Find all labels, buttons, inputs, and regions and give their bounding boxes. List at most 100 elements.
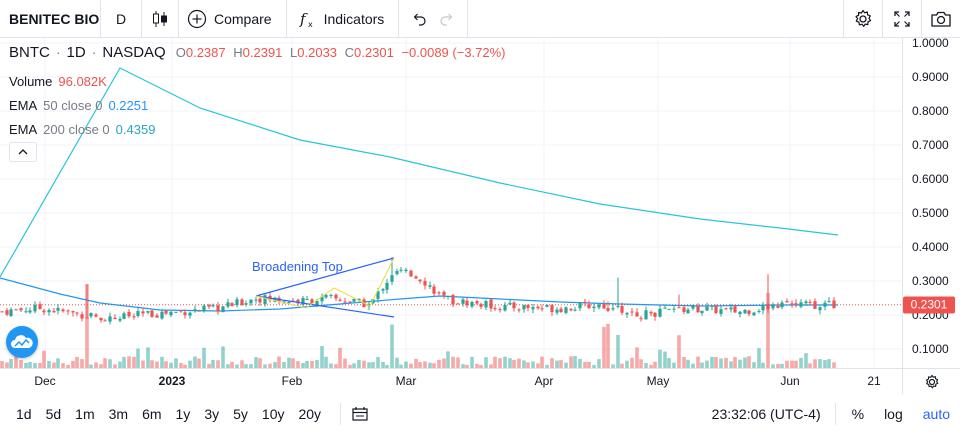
upper-trendline[interactable]: [255, 257, 395, 297]
volume-bar: [385, 364, 389, 368]
redo-button[interactable]: [433, 0, 461, 38]
broadening-top-drawing[interactable]: Broadening Top: [252, 257, 395, 318]
candle-body: [479, 303, 483, 307]
ema-50-name: EMA: [9, 97, 38, 113]
volume-bar: [785, 360, 789, 368]
brand-logo[interactable]: [6, 326, 38, 358]
candle-body: [733, 306, 737, 313]
candle-body: [818, 307, 822, 311]
clock[interactable]: 23:32:06 (UTC-4): [711, 405, 821, 422]
legend-main-series[interactable]: BNTC · 1D · NASDAQ O0.2387 H0.2391 L0.20…: [9, 44, 510, 64]
volume-bar: [94, 362, 98, 368]
volume-bar: [348, 364, 352, 368]
volume-bar: [747, 356, 751, 368]
divider: [467, 0, 469, 38]
candle-body: [132, 316, 136, 318]
percent-toggle[interactable]: %: [851, 405, 865, 422]
volume-bar: [268, 363, 272, 368]
candle-body: [790, 303, 794, 305]
range-button-1d[interactable]: 1d: [16, 405, 32, 422]
volume-bar: [714, 357, 718, 368]
gear-icon: [925, 374, 938, 388]
candle-body: [150, 310, 154, 317]
candle-body: [141, 311, 145, 314]
compare-button[interactable]: Compare: [179, 0, 286, 38]
candle-body: [719, 309, 723, 314]
ema-200-name: EMA: [9, 121, 38, 137]
candle-body: [28, 310, 32, 313]
volume-bar: [211, 359, 215, 368]
goto-date-button[interactable]: [351, 394, 376, 433]
screenshot-button[interactable]: [922, 0, 960, 38]
candle-body: [315, 301, 319, 306]
candle-body: [226, 302, 230, 307]
interval-button[interactable]: D: [101, 0, 141, 38]
candle-body: [451, 295, 455, 305]
candle-body: [296, 299, 300, 304]
close-value: 0.2301: [354, 45, 394, 60]
candle-body: [667, 308, 671, 310]
indicators-button[interactable]: f x Indicators: [287, 0, 399, 38]
volume-bar: [371, 362, 375, 368]
log-toggle[interactable]: log: [884, 405, 903, 422]
volume-bar: [667, 358, 671, 368]
pattern-zigzag: [255, 257, 395, 309]
candle-body: [644, 310, 648, 320]
candle-body: [611, 308, 615, 310]
price-tick-label: 0.4000: [912, 240, 949, 254]
candle-body: [338, 299, 342, 301]
legend-ema-200[interactable]: EMA 200 close 0 0.4359: [9, 117, 510, 141]
settings-button[interactable]: [844, 0, 882, 38]
volume-bar: [493, 356, 497, 368]
volume-bar: [207, 363, 211, 368]
range-button-3m[interactable]: 3m: [108, 405, 129, 422]
range-button-10y[interactable]: 10y: [261, 405, 285, 422]
candle-body: [273, 297, 277, 302]
volume-bar: [9, 358, 13, 368]
candle-body: [80, 314, 84, 319]
price-scale[interactable]: [902, 38, 960, 368]
undo-button[interactable]: [405, 0, 433, 38]
chart-type-button[interactable]: [142, 0, 178, 38]
range-button-1m[interactable]: 1m: [75, 405, 95, 422]
range-button-5y[interactable]: 5y: [233, 405, 248, 422]
legend-collapse-button[interactable]: [9, 142, 37, 162]
candle-body: [371, 299, 375, 304]
volume-name: Volume: [9, 73, 53, 89]
chart-pane[interactable]: Broadening Top: [0, 38, 902, 368]
gear-icon: [855, 9, 872, 27]
legend-volume[interactable]: Volume 96.082K: [9, 69, 510, 93]
lower-trendline[interactable]: [255, 295, 395, 318]
volume-bar: [66, 364, 70, 368]
volume-bar: [545, 364, 549, 368]
candle-body: [747, 310, 751, 315]
candlesticks: [0, 257, 836, 325]
candle-body: [216, 305, 220, 312]
close-key: C: [344, 45, 355, 60]
volume-bar: [710, 356, 714, 368]
range-button-1y[interactable]: 1y: [175, 405, 191, 422]
compare-label: Compare: [214, 10, 272, 27]
auto-scale-toggle[interactable]: auto: [922, 405, 950, 422]
time-scale[interactable]: [0, 368, 902, 394]
high-value: 0.2391: [242, 45, 283, 60]
undo-icon: [413, 13, 426, 26]
volume-bar: [606, 323, 610, 368]
candle-body: [602, 304, 606, 309]
volume-bar: [61, 363, 65, 368]
volume-bar: [461, 364, 465, 368]
candles-icon: [153, 10, 167, 27]
legend-ema-50[interactable]: EMA 50 close 0 0.2251: [9, 93, 510, 117]
range-button-6m[interactable]: 6m: [142, 405, 162, 422]
range-button-5d[interactable]: 5d: [45, 405, 62, 422]
candle-body: [508, 302, 512, 305]
top-toolbar: BENITEC BIO D Compare f x Indicators: [0, 0, 960, 38]
candle-body: [221, 306, 225, 312]
symbol-search[interactable]: BENITEC BIO: [0, 0, 100, 38]
fullscreen-button[interactable]: [883, 0, 921, 38]
scale-settings-button[interactable]: [902, 368, 960, 394]
range-button-20y[interactable]: 20y: [298, 405, 322, 422]
range-button-3y[interactable]: 3y: [204, 405, 220, 422]
candle-body: [766, 303, 770, 310]
volume-bar: [475, 363, 479, 368]
